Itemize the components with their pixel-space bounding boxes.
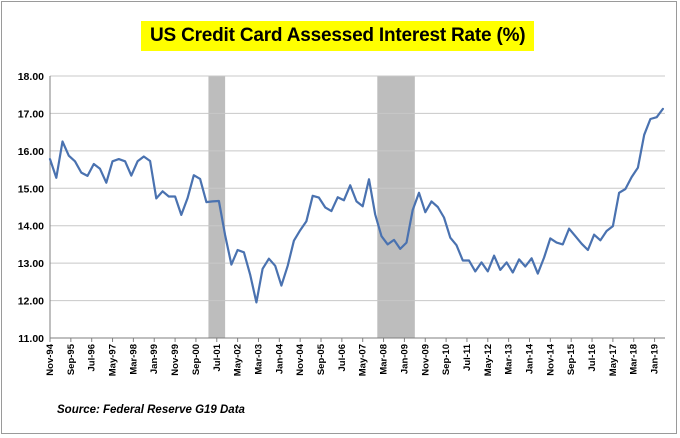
x-tick-label: Jul-06 bbox=[337, 344, 348, 371]
x-tick-label: Sep-10 bbox=[441, 344, 452, 375]
gridlines bbox=[50, 75, 665, 339]
x-tick-label: May-12 bbox=[483, 344, 494, 376]
y-tick-label: 16.00 bbox=[18, 146, 44, 158]
x-tick-label: Mar-08 bbox=[379, 344, 390, 375]
x-tick-label: Nov-14 bbox=[545, 343, 556, 375]
x-tick-label: Sep-95 bbox=[66, 343, 77, 375]
recession-band-2 bbox=[377, 76, 415, 338]
chart-title-box: US Credit Card Assessed Interest Rate (%… bbox=[141, 21, 535, 51]
x-tick-label: Mar-18 bbox=[629, 344, 640, 375]
x-tick-label: Jul-16 bbox=[587, 344, 598, 371]
x-tick-label: May-97 bbox=[108, 344, 119, 376]
y-axis-ticks: 11.00 12.00 13.00 14.00 15.00 16.00 17.00 18.00 bbox=[18, 71, 44, 345]
x-tick-label: Nov-04 bbox=[295, 343, 306, 375]
x-axis-ticks: Nov-94 Sep-95 Jul-96 May-97 Mar-98 Jan-99 Nov-… bbox=[45, 338, 661, 376]
y-tick-label: 12.00 bbox=[18, 296, 44, 308]
x-tick-label: Nov-99 bbox=[170, 344, 181, 376]
x-tick-label: Mar-98 bbox=[128, 344, 139, 375]
series-line-1 bbox=[48, 107, 665, 304]
x-tick-label: Jan-04 bbox=[274, 343, 285, 374]
recession-band-1 bbox=[208, 76, 226, 338]
x-tick-label: May-02 bbox=[233, 344, 244, 376]
x-tick-label: Jan-14 bbox=[524, 343, 535, 374]
recession-shading bbox=[208, 76, 415, 338]
x-tick-label: Mar-03 bbox=[253, 344, 264, 375]
y-tick-label: 15.00 bbox=[18, 183, 44, 195]
x-tick-label: Jul-01 bbox=[212, 343, 223, 371]
x-tick-label: Nov-09 bbox=[420, 344, 431, 376]
x-tick-label: Jan-09 bbox=[399, 344, 410, 374]
source-note: Source: Federal Reserve G19 Data bbox=[57, 404, 245, 416]
y-tick-label: 14.00 bbox=[18, 221, 44, 233]
x-tick-label: May-17 bbox=[608, 344, 619, 376]
x-tick-label: Jul-96 bbox=[87, 344, 98, 371]
y-tick-label: 13.00 bbox=[18, 258, 44, 270]
x-tick-label: Nov-94 bbox=[45, 343, 56, 375]
x-tick-label: Sep-05 bbox=[316, 343, 327, 375]
x-tick-label: Jan-99 bbox=[149, 344, 160, 374]
axes bbox=[49, 76, 665, 339]
y-tick-label: 11.00 bbox=[18, 333, 44, 345]
series-group bbox=[48, 107, 665, 304]
y-tick-label: 17.00 bbox=[18, 108, 44, 120]
x-tick-label: Sep-15 bbox=[566, 343, 577, 375]
x-tick-label: Jul-11 bbox=[462, 343, 473, 371]
x-tick-label: Mar-13 bbox=[504, 344, 515, 375]
x-tick-label: Jan-19 bbox=[650, 344, 661, 374]
chart-title: US Credit Card Assessed Interest Rate (%… bbox=[150, 25, 526, 46]
y-tick-label: 18.00 bbox=[18, 71, 44, 83]
x-tick-label: Sep-00 bbox=[191, 344, 202, 375]
x-tick-label: May-07 bbox=[358, 344, 369, 376]
